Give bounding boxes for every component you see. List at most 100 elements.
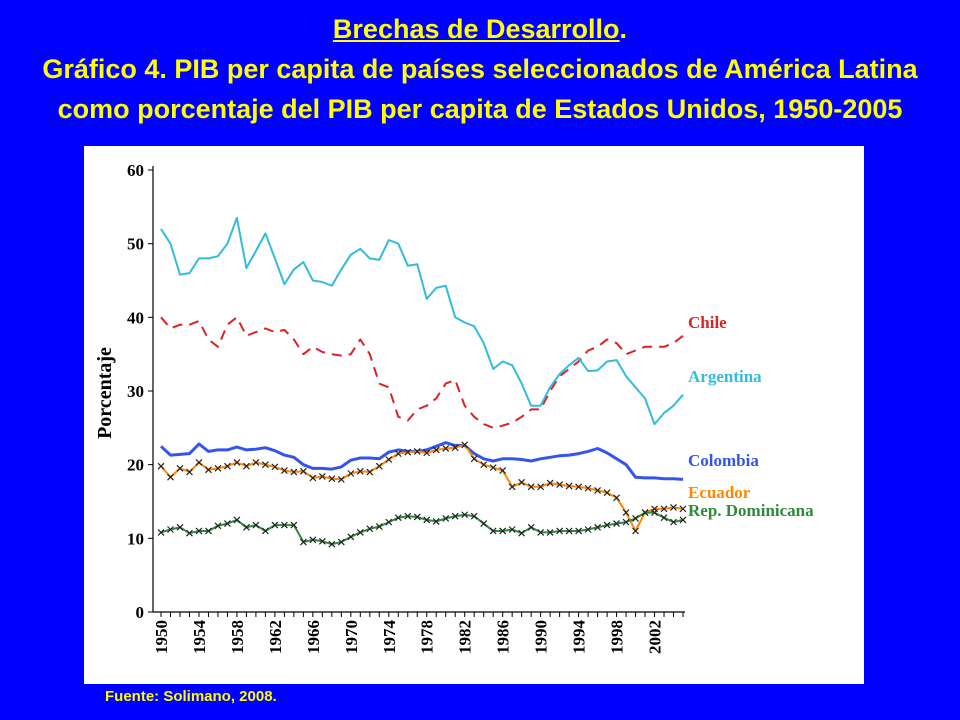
data-point-marker (518, 529, 526, 537)
chart-title-line3: como porcentaje del PIB per capita de Es… (57, 94, 903, 124)
data-point-marker (651, 509, 658, 516)
x-tick-label: 1994 (570, 620, 589, 655)
data-point-marker (195, 527, 203, 535)
data-point-marker (299, 538, 307, 546)
data-point-marker (499, 467, 507, 474)
data-point-marker (622, 509, 630, 516)
data-point-marker (404, 448, 412, 456)
data-point-marker (556, 481, 564, 488)
data-point-marker (413, 513, 421, 521)
data-point-marker (186, 529, 193, 537)
x-tick-label: 1962 (266, 620, 285, 654)
data-point-marker (603, 521, 611, 529)
data-point-marker (252, 521, 260, 529)
data-point-marker (527, 483, 535, 491)
data-point-marker (356, 529, 364, 536)
data-point-marker (480, 461, 488, 469)
data-point-marker (224, 462, 231, 470)
data-point-marker (167, 473, 174, 481)
data-point-marker (271, 521, 279, 529)
data-point-marker (328, 475, 336, 483)
y-tick-label: 20 (127, 456, 144, 475)
series-label-chile: Chile (688, 313, 727, 332)
x-tick-label: 1978 (418, 620, 437, 654)
data-point-marker (556, 527, 564, 535)
data-point-marker (594, 523, 602, 531)
data-point-marker (242, 462, 250, 470)
x-tick-label: 1974 (380, 620, 399, 655)
data-point-marker (499, 527, 507, 535)
y-tick-label: 10 (127, 529, 144, 548)
x-tick-label: 2002 (646, 620, 665, 654)
data-point-marker (176, 464, 184, 472)
data-point-marker (632, 527, 639, 535)
data-point-marker (584, 484, 592, 492)
x-tick-label: 1986 (494, 620, 513, 654)
data-point-marker (347, 533, 355, 541)
data-point-marker (242, 523, 250, 531)
x-tick-label: 1958 (228, 620, 247, 654)
data-point-marker (594, 487, 602, 494)
data-point-marker (461, 441, 469, 449)
data-point-marker (632, 515, 639, 522)
data-point-marker (176, 523, 184, 531)
data-point-marker (613, 494, 620, 502)
series-label-colombia: Colombia (688, 451, 759, 470)
data-point-marker (290, 521, 298, 529)
data-point-marker (261, 461, 269, 469)
data-point-marker (508, 526, 516, 533)
series-line-rep-dominicana (160, 511, 684, 546)
data-point-marker (366, 525, 374, 533)
data-point-marker (214, 464, 222, 472)
chart-title-line2: Gráfico 4. PIB per capita de países sele… (42, 54, 918, 84)
data-point-marker (261, 527, 269, 535)
data-point-marker (660, 514, 668, 522)
data-point-marker (413, 447, 421, 455)
series-line-colombia (159, 441, 684, 481)
data-point-marker (537, 483, 545, 491)
data-point-marker (660, 505, 668, 513)
x-tick-label: 1970 (342, 620, 361, 654)
chart-title-main: Brechas de Desarrollo (332, 14, 620, 44)
data-point-marker (679, 505, 687, 513)
data-point-marker (385, 518, 393, 526)
data-point-marker (679, 516, 687, 524)
series-line-argentina (160, 216, 684, 426)
data-point-marker (214, 522, 222, 530)
data-point-marker (470, 512, 478, 520)
data-point-marker (328, 540, 336, 548)
data-point-marker (394, 514, 402, 522)
data-point-marker (432, 517, 440, 525)
data-point-marker (318, 473, 326, 480)
data-point-marker (280, 521, 288, 529)
series-line-chile (160, 316, 684, 429)
y-tick-label: 0 (136, 603, 145, 622)
data-point-marker (480, 520, 488, 528)
source-note: Fuente: Solimano, 2008. (105, 688, 277, 705)
data-point-marker (423, 516, 431, 524)
data-point-marker (508, 483, 516, 491)
data-point-marker (375, 523, 383, 530)
x-tick-label: 1966 (304, 620, 323, 654)
y-tick-label: 40 (127, 308, 144, 327)
data-point-marker (385, 456, 393, 463)
chart-title-dot: . (619, 14, 628, 44)
data-point-marker (442, 445, 450, 452)
y-tick-label: 30 (127, 382, 144, 401)
data-point-marker (423, 449, 431, 457)
data-point-marker (337, 475, 345, 483)
data-point-marker (584, 526, 592, 533)
data-point-marker (394, 450, 402, 458)
series-label-rep-dominicana: Rep. Dominicana (688, 501, 814, 520)
data-point-marker (404, 512, 412, 520)
data-point-marker (603, 489, 611, 497)
data-point-marker (205, 466, 212, 474)
x-tick-label: 1950 (152, 620, 171, 654)
data-point-marker (546, 529, 554, 536)
data-point-marker (167, 526, 174, 533)
x-tick-label: 1998 (608, 620, 627, 654)
data-point-marker (366, 468, 374, 476)
data-point-marker (224, 520, 231, 528)
data-point-marker (470, 455, 478, 463)
data-point-marker (252, 459, 260, 466)
